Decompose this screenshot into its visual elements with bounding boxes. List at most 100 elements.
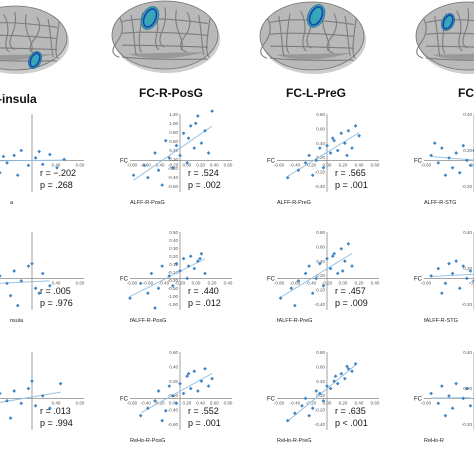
data-point [178, 269, 182, 273]
data-point [40, 271, 45, 276]
x-tick-label: 0.20 [339, 400, 348, 405]
data-point [454, 381, 458, 386]
brain-gyrus [159, 7, 167, 48]
data-point [196, 114, 200, 118]
regression-line [287, 132, 360, 177]
correlation-r: r = .635 [335, 406, 366, 416]
y-tick-label: -0.60 [168, 184, 179, 189]
roi-outline [142, 8, 158, 28]
y-tick-label: 0.80 [169, 130, 178, 135]
data-point [138, 413, 143, 418]
roi-outline [29, 52, 41, 68]
scatter-plot-preg-falff: -0.80 -0.60 -0.40 -0.20 0.00 0.20 0.40 0.80 0.60… [267, 230, 380, 324]
data-point [171, 165, 175, 170]
x-tick-label: 0.60 [76, 162, 85, 167]
x-tick-label: 0.00 [182, 162, 191, 167]
data-point [163, 138, 168, 143]
data-point [468, 403, 473, 408]
data-point [167, 156, 172, 160]
data-point [447, 394, 451, 398]
brain-surface [0, 5, 68, 71]
y-tick-label: 0.40 [316, 379, 325, 384]
x-tick-label: 0.40 [355, 400, 364, 405]
data-point [19, 401, 24, 406]
y-tick-label: -1.00 [168, 294, 179, 299]
data-point [340, 269, 345, 273]
data-point [5, 161, 9, 165]
data-point [350, 369, 354, 374]
data-point [210, 109, 214, 113]
data-point [26, 163, 31, 168]
x-tick-label: 0.60 [224, 162, 233, 167]
y-tick-label: -0.20 [462, 302, 473, 307]
data-point [447, 261, 451, 266]
x-axis-label: fALFF-R-PreG [277, 318, 312, 324]
scatter-plot-posg-reho: -0.60 -0.40 -0.20 0.00 0.20 0.40 0.60 0.800.600… [120, 350, 233, 444]
brain-gyrus [300, 10, 307, 51]
data-point [156, 168, 161, 173]
data-point [188, 254, 193, 259]
data-point [206, 384, 211, 388]
data-point [450, 271, 455, 276]
data-point [8, 293, 13, 298]
data-point [325, 384, 329, 388]
x-tick-label: -0.60 [274, 400, 285, 405]
data-point [30, 261, 34, 266]
brain-sulcus [122, 31, 208, 36]
data-point [167, 384, 172, 388]
x-tick-label: -0.40 [469, 280, 474, 285]
x-axis-label: nsula [10, 318, 24, 324]
data-point [325, 256, 329, 261]
data-point [12, 389, 16, 393]
y-tick-label: -1.50 [168, 302, 179, 307]
x-tick-label: -0.80 [127, 280, 138, 285]
brain-b1 [111, 0, 220, 73]
data-point [318, 391, 322, 396]
y-axis-label: FC [267, 158, 276, 164]
p-value: p = .002 [188, 180, 221, 190]
data-point [346, 242, 351, 246]
data-point [1, 154, 6, 159]
data-point [465, 386, 469, 391]
y-tick-label: 0.50 [169, 230, 178, 235]
data-point [146, 175, 150, 180]
x-tick-label: 0.40 [52, 400, 61, 405]
data-point [443, 173, 448, 178]
data-point [307, 153, 311, 158]
x-tick-label: 0.00 [169, 400, 178, 405]
data-point [37, 149, 41, 154]
data-point [160, 264, 164, 268]
y-axis-label: FC [267, 396, 276, 402]
x-tick-label: 0.40 [224, 280, 233, 285]
brain-sulcus [425, 57, 474, 61]
brain-sulcus [122, 56, 208, 60]
data-point [0, 170, 2, 175]
data-point [174, 401, 179, 406]
brain-gyrus [206, 17, 211, 58]
data-point [346, 128, 351, 133]
regression-line [280, 253, 353, 298]
brain-gyrus [55, 21, 60, 60]
p-value: p = .976 [40, 298, 73, 308]
data-point [185, 374, 189, 379]
brain-gyrus [130, 14, 137, 56]
data-point [210, 376, 214, 381]
data-point [314, 276, 319, 281]
data-point [343, 376, 347, 381]
y-tick-label: 0.60 [169, 139, 178, 144]
brain-b3 [415, 1, 474, 74]
data-point [206, 151, 211, 155]
data-point [335, 271, 340, 276]
x-tick-label: -0.40 [290, 162, 301, 167]
data-point [465, 276, 469, 281]
data-point [472, 279, 474, 283]
regression-line [133, 125, 213, 181]
x-tick-label: 0.00 [192, 280, 201, 285]
correlation-r: r = .524 [188, 168, 219, 178]
p-value: p = .009 [335, 298, 368, 308]
scatter-plot-posg-alff: -0.80 -0.60 -0.40 -0.20 0.00 0.20 0.40 0.601.20… [120, 109, 233, 206]
y-tick-label: 0.40 [169, 148, 178, 153]
brain-surface [111, 0, 219, 70]
data-point [293, 411, 297, 416]
